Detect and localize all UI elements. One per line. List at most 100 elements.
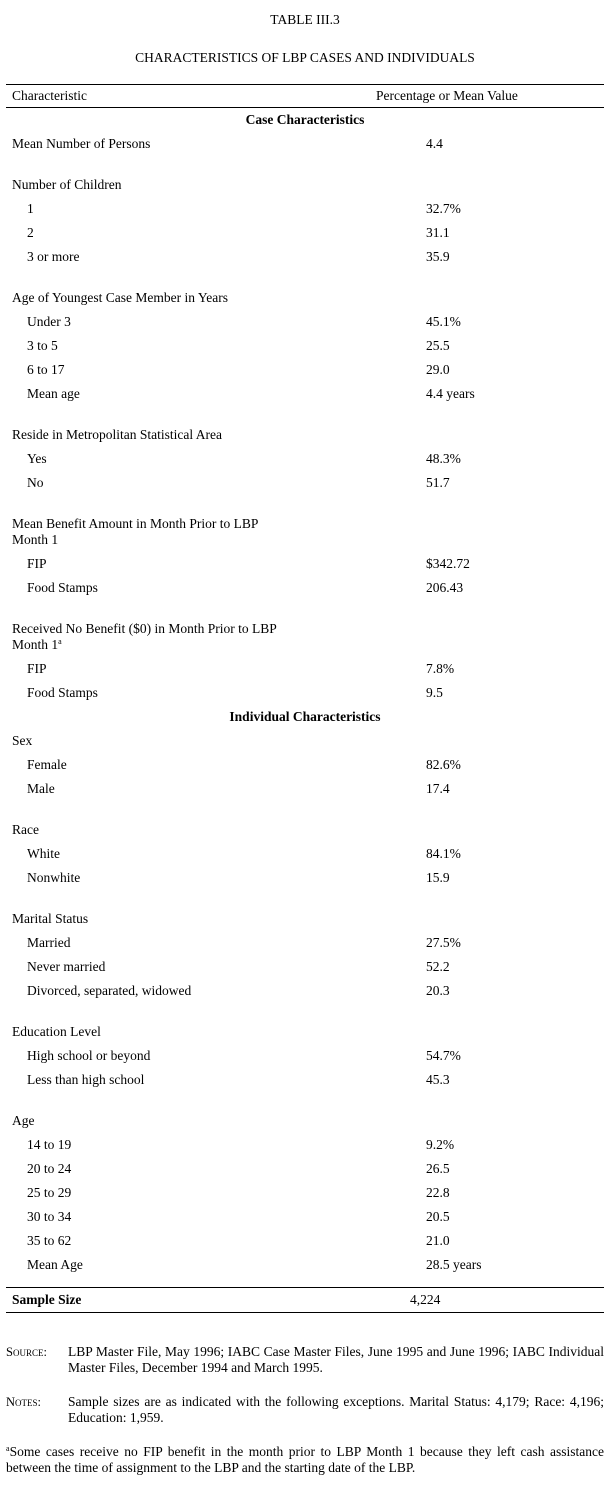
row-value: 45.1% [426, 314, 461, 329]
group-text: Mean Benefit Amount in Month Prior to LB… [12, 516, 258, 547]
group-label: Received No Benefit ($0) in Month Prior … [12, 621, 282, 653]
row-label: FIP [27, 661, 47, 676]
group-text: Education Level [12, 1024, 101, 1039]
table-row: High school or beyond 54.7% [6, 1044, 604, 1068]
group-text: Reside in Metropolitan Statistical Area [12, 427, 222, 442]
group-row: Age of Youngest Case Member in Years [6, 286, 604, 310]
section-heading: Individual Characteristics [229, 709, 381, 724]
table-row: FIP $342.72 [6, 552, 604, 576]
row-label: Female [27, 757, 67, 772]
table-row: 6 to 17 29.0 [6, 358, 604, 382]
row-value: 22.8 [426, 1185, 450, 1200]
row-value: 84.1% [426, 846, 461, 861]
row-label: Food Stamps [27, 580, 98, 595]
note-label: Source: [6, 1345, 47, 1359]
row-value: 9.2% [426, 1137, 455, 1152]
table-row: Female 82.6% [6, 753, 604, 777]
table-title: TABLE III.3 [270, 12, 340, 27]
row-value: 206.43 [426, 580, 464, 595]
group-text: Race [12, 822, 39, 837]
row-value: 4.4 years [426, 386, 475, 401]
group-row: Reside in Metropolitan Statistical Area [6, 423, 604, 447]
total-label: Sample Size [12, 1292, 82, 1307]
row-label: 30 to 34 [27, 1209, 72, 1224]
group-label: Number of Children [12, 177, 282, 193]
table-row: Yes 48.3% [6, 447, 604, 471]
table-row: FIP 7.8% [6, 657, 604, 681]
notes: Source: LBP Master File, May 1996; IABC C… [6, 1344, 604, 1476]
row-value: 29.0 [426, 362, 450, 377]
footnote-text: Some cases receive no FIP benefit in the… [6, 1444, 604, 1475]
footnote-mark: a [58, 637, 62, 646]
row-label: Under 3 [27, 314, 71, 329]
row-label: Food Stamps [27, 685, 98, 700]
group-label: Age of Youngest Case Member in Years [12, 290, 282, 306]
row-label: Male [27, 781, 55, 796]
table-row: Sex [6, 729, 604, 753]
header-row: Characteristic Percentage or Mean Value [6, 85, 604, 108]
table-row: 35 to 62 21.0 [6, 1229, 604, 1253]
row-label: 1 [27, 201, 34, 216]
group-row: Number of Children [6, 173, 604, 197]
table-row: 2 31.1 [6, 221, 604, 245]
note: Notes: Sample sizes are as indicated with… [6, 1394, 604, 1426]
row-value: 32.7% [426, 201, 461, 216]
row-label: Yes [27, 451, 47, 466]
row-label: 6 to 17 [27, 362, 65, 377]
group-label: Reside in Metropolitan Statistical Area [12, 427, 282, 443]
table-row: 25 to 29 22.8 [6, 1181, 604, 1205]
group-row: Marital Status [6, 907, 604, 931]
row-label: High school or beyond [27, 1048, 151, 1063]
row-label: FIP [27, 556, 47, 571]
row-label: White [27, 846, 60, 861]
row-label: 20 to 24 [27, 1161, 72, 1176]
row-label: Mean age [27, 386, 80, 401]
row-label: Divorced, separated, widowed [27, 983, 192, 998]
row-value: 31.1 [426, 225, 450, 240]
note: Source: LBP Master File, May 1996; IABC C… [6, 1344, 604, 1376]
group-text: Received No Benefit ($0) in Month Prior … [12, 621, 277, 652]
total-row: Sample Size 4,224 [6, 1287, 604, 1313]
group-text: Age of Youngest Case Member in Years [12, 290, 228, 305]
note-text: Sample sizes are as indicated with the f… [68, 1394, 604, 1425]
group-row: Race [6, 818, 604, 842]
row-label: 35 to 62 [27, 1233, 72, 1248]
row-value: $342.72 [426, 556, 470, 571]
group-text: Age [12, 1113, 35, 1128]
row-value: 26.5 [426, 1161, 450, 1176]
group-label: Race [12, 822, 282, 838]
table-row: 14 to 19 9.2% [6, 1133, 604, 1157]
table-row: Never married 52.2 [6, 955, 604, 979]
table-row: Married 27.5% [6, 931, 604, 955]
table-row: Food Stamps 206.43 [6, 576, 604, 600]
table-row: 30 to 34 20.5 [6, 1205, 604, 1229]
row-value: 21.0 [426, 1233, 450, 1248]
column-header: Characteristic [12, 88, 87, 103]
table-row: 20 to 24 26.5 [6, 1157, 604, 1181]
row-label: 3 or more [27, 249, 80, 264]
group-row: Age [6, 1109, 604, 1133]
group-label: Education Level [12, 1024, 282, 1040]
row-value: 48.3% [426, 451, 461, 466]
row-label: Nonwhite [27, 870, 81, 885]
row-label: Married [27, 935, 71, 950]
footnote: aSome cases receive no FIP benefit in th… [6, 1444, 604, 1476]
table-row: No 51.7 [6, 471, 604, 495]
table-row: Under 3 45.1% [6, 310, 604, 334]
row-label: 3 to 5 [27, 338, 58, 353]
group-row: Education Level [6, 1020, 604, 1044]
row-value: 28.5 years [426, 1257, 482, 1272]
group-row: Received No Benefit ($0) in Month Prior … [6, 617, 604, 657]
note-label: Notes: [6, 1395, 41, 1409]
table-row: Mean age 4.4 years [6, 382, 604, 406]
group-label: Marital Status [12, 911, 282, 927]
table-row: White 84.1% [6, 842, 604, 866]
row-label: Never married [27, 959, 106, 974]
table-row: Male 17.4 [6, 777, 604, 801]
table-row: Mean Age 28.5 years [6, 1253, 604, 1277]
row-label: Less than high school [27, 1072, 145, 1087]
section-heading: Case Characteristics [245, 112, 365, 127]
row-value: 25.5 [426, 338, 450, 353]
row-label: No [27, 475, 44, 490]
